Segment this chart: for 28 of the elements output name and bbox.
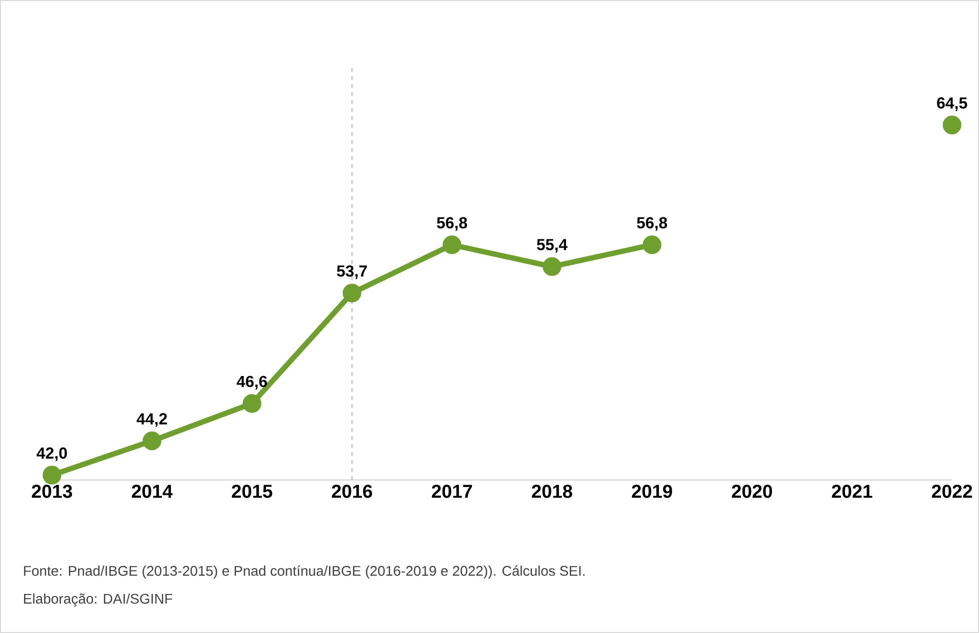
data-label: 44,2 (136, 413, 167, 427)
point (42, 466, 62, 484)
data-label: 56,8 (636, 217, 668, 231)
x-tick-label: 2016 (332, 484, 372, 498)
point (642, 235, 662, 254)
data-label: 64,5 (937, 97, 968, 111)
x-tick-label: 2017 (432, 484, 472, 498)
point (242, 394, 262, 413)
x-tick-label: 2020 (732, 484, 772, 498)
x-tick-label: 2018 (532, 484, 572, 498)
point (942, 116, 962, 134)
x-tick-label: 2021 (832, 484, 872, 498)
data-label: 42,0 (36, 447, 67, 462)
text: Elaboração: DAI/SGINF (24, 593, 172, 607)
point (342, 284, 362, 302)
x-tick-label: 2022 (932, 484, 972, 498)
point (542, 257, 562, 276)
x-tick-label: 2015 (232, 484, 272, 498)
x-tick-label: 2013 (32, 484, 72, 498)
data-label: 56,8 (436, 217, 468, 231)
point (442, 235, 462, 254)
x-tick-label: 2014 (132, 484, 173, 498)
x-tick-label: 2019 (632, 484, 672, 498)
data-label: 55,4 (536, 239, 568, 253)
point (142, 432, 162, 450)
source-note: Fonte: Pnad/IBGE (2013-2015) e Pnad contínua/IBGE (2016-2019 e 2022)). Cálculos SEI. (24, 565, 585, 579)
data-label: 46,6 (236, 376, 267, 390)
data-label: 53,7 (336, 265, 367, 280)
